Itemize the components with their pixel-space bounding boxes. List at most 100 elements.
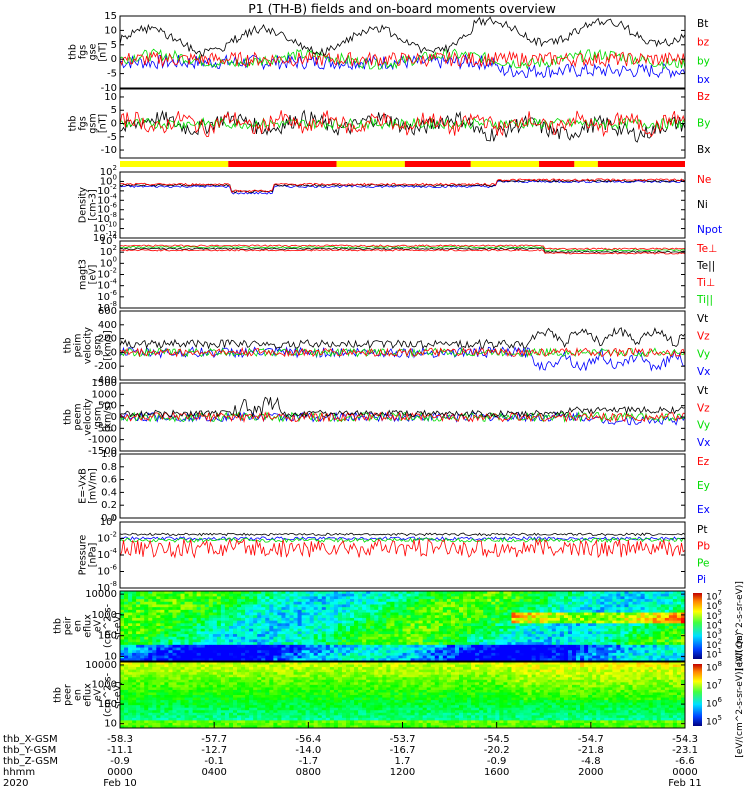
- y-axis-label: [mV/m]: [88, 468, 99, 504]
- heatmap-cell: [220, 722, 226, 726]
- heatmap-cell: [604, 650, 609, 654]
- heatmap-cell: [563, 609, 569, 614]
- heatmap-cell: [241, 717, 246, 721]
- heatmap-cell: [297, 634, 303, 638]
- heatmap-cell: [620, 593, 625, 597]
- heatmap-cell: [269, 599, 274, 603]
- heatmap-cell: [164, 695, 169, 699]
- heatmap-cell: [293, 644, 299, 649]
- heatmap-cell: [346, 599, 351, 603]
- heatmap-cell: [156, 636, 161, 640]
- heatmap-cell: [257, 604, 262, 608]
- heatmap-cell: [652, 617, 658, 622]
- heatmap-cell: [237, 615, 242, 619]
- heatmap-cell: [224, 722, 230, 726]
- heatmap-cell: [446, 593, 452, 597]
- heatmap-cell: [228, 679, 234, 683]
- heatmap-cell: [329, 639, 335, 643]
- heatmap-cell: [261, 607, 266, 611]
- heatmap-cell: [588, 626, 593, 630]
- heatmap-cell: [580, 599, 585, 603]
- heatmap-cell: [305, 644, 311, 649]
- heatmap-cell: [128, 631, 133, 635]
- heatmap-cell: [672, 623, 678, 627]
- heatmap-cell: [204, 664, 210, 668]
- heatmap-cell: [341, 609, 347, 614]
- heatmap-cell: [374, 650, 379, 654]
- heatmap-cell: [644, 615, 650, 619]
- heatmap-cell: [402, 658, 408, 662]
- heatmap-cell: [507, 642, 512, 646]
- heatmap-cell: [454, 626, 460, 630]
- heatmap-cell: [527, 601, 533, 605]
- heatmap-cell: [233, 664, 238, 668]
- heatmap-cell: [309, 599, 315, 603]
- heatmap-cell: [676, 652, 682, 657]
- heatmap-cell: [660, 639, 666, 643]
- heatmap-cell: [164, 615, 169, 619]
- heatmap-cell: [128, 636, 133, 640]
- heatmap-cell: [301, 623, 307, 627]
- heatmap-cell: [354, 639, 359, 643]
- heatmap-cell: [148, 609, 153, 614]
- heatmap-cell: [390, 620, 395, 624]
- heatmap-cell: [374, 628, 379, 632]
- heatmap-cell: [301, 612, 307, 616]
- heatmap-cell: [200, 604, 206, 608]
- heatmap-cell: [224, 700, 230, 704]
- y-tick-label: 0: [111, 412, 117, 423]
- heatmap-cell: [249, 677, 254, 681]
- heatmap-cell: [354, 596, 359, 600]
- heatmap-cell: [337, 626, 343, 630]
- heatmap-cell: [184, 705, 190, 709]
- heatmap-cell: [337, 652, 343, 657]
- heatmap-cell: [628, 617, 634, 622]
- heatmap-cell: [212, 707, 218, 711]
- heatmap-cell: [418, 591, 424, 595]
- heatmap-cell: [140, 705, 145, 709]
- heatmap-cell: [491, 631, 496, 635]
- heatmap-cell: [588, 652, 593, 657]
- heatmap-cell: [124, 607, 129, 611]
- heatmap-cell: [216, 667, 222, 671]
- heatmap-cell: [180, 702, 186, 706]
- heatmap-cell: [559, 658, 565, 662]
- heatmap-cell: [572, 647, 577, 651]
- heatmap-cell: [358, 644, 363, 649]
- heatmap-cell: [620, 642, 625, 646]
- heatmap-cell: [394, 644, 399, 649]
- heatmap-cell: [160, 710, 165, 714]
- heatmap-cell: [132, 707, 137, 711]
- y-tick-label: 10-6: [97, 564, 117, 578]
- heatmap-cell: [293, 626, 299, 630]
- heatmap-cell: [204, 672, 210, 676]
- heatmap-cell: [265, 722, 270, 726]
- heatmap-cell: [608, 644, 613, 649]
- heatmap-cell: [180, 664, 186, 668]
- heatmap-cell: [636, 620, 642, 624]
- heatmap-cell: [640, 652, 646, 657]
- heatmap-cell: [120, 722, 125, 726]
- heatmap-cell: [511, 658, 516, 662]
- heatmap-cell: [192, 697, 198, 701]
- heatmap-cell: [277, 689, 282, 693]
- heatmap-cell: [636, 650, 642, 654]
- heatmap-cell: [196, 664, 202, 668]
- heatmap-cell: [495, 607, 500, 611]
- heatmap-cell: [386, 609, 391, 614]
- heatmap-cell: [608, 658, 613, 662]
- heatmap-cell: [559, 612, 565, 616]
- heatmap-cell: [628, 596, 634, 600]
- heatmap-cell: [196, 697, 202, 701]
- heatmap-cell: [301, 628, 307, 632]
- heatmap-cell: [358, 609, 363, 614]
- heatmap-cell: [600, 596, 605, 600]
- heatmap-cell: [309, 609, 315, 614]
- heatmap-cell: [559, 609, 565, 614]
- heatmap-cell: [600, 642, 605, 646]
- legend-entry: Ti||: [696, 294, 713, 306]
- heatmap-cell: [632, 615, 638, 619]
- heatmap-cell: [527, 604, 533, 608]
- heatmap-cell: [168, 639, 173, 643]
- heatmap-cell: [535, 647, 541, 651]
